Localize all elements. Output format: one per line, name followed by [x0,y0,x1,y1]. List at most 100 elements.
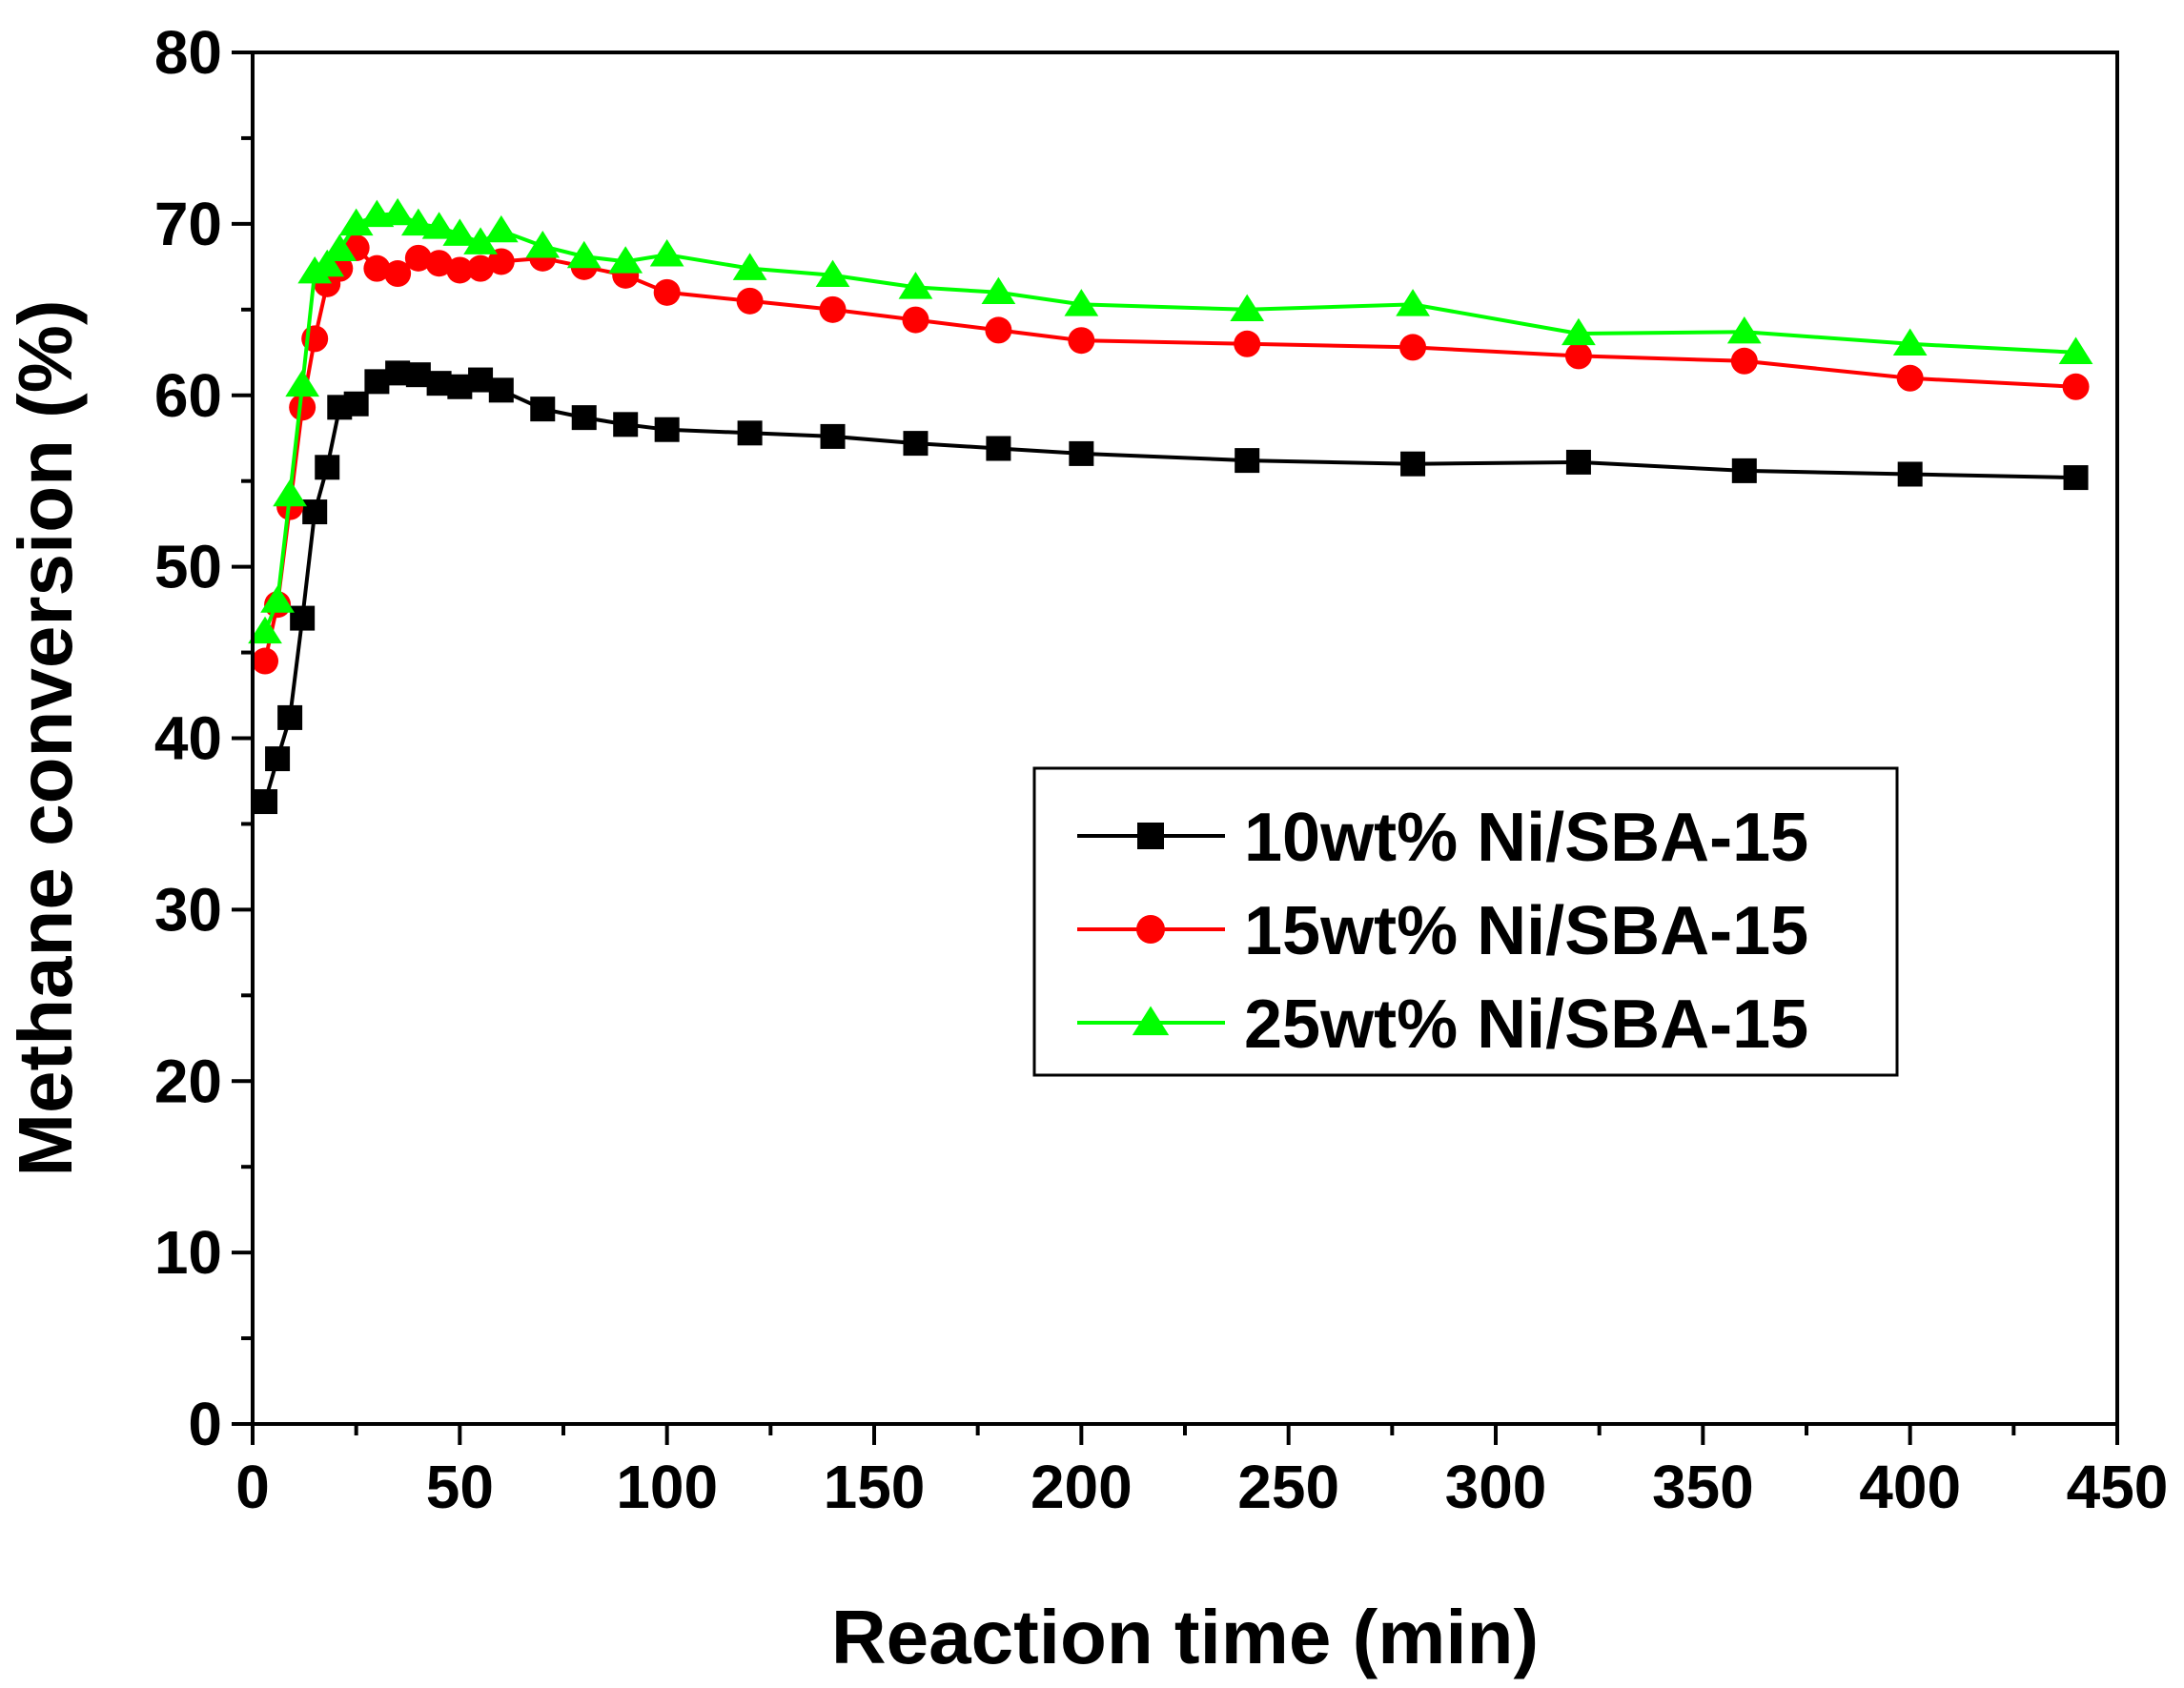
y-tick-label: 70 [154,190,222,258]
data-point-triangle [815,259,850,288]
data-point-triangle [525,231,561,258]
legend-label: 25wt% Ni/SBA-15 [1244,986,1808,1063]
data-point-triangle [1396,289,1430,316]
data-point-circle [467,254,495,282]
data-point-triangle [483,214,519,243]
data-point-triangle [400,208,436,236]
data-point-triangle [421,212,457,239]
x-tick-label: 250 [1237,1453,1339,1521]
y-tick-label: 80 [154,18,222,87]
legend-item-2: 15wt% Ni/SBA-15 [1077,893,1808,969]
x-tick-label: 0 [235,1453,270,1521]
data-point-triangle [1230,294,1265,321]
data-point-square [265,746,291,772]
data-point-square [1731,458,1757,483]
x-tick-label: 100 [616,1453,718,1521]
data-point-square [2063,465,2089,491]
data-point-square [315,455,340,480]
data-point-circle [819,295,847,323]
x-axis-ticks: 0 50 100 150 200 250 300 350 400 450 [235,1424,2168,1521]
data-point-triangle [898,272,933,299]
series-layer [248,197,2093,815]
data-point-circle [404,244,432,272]
data-point-triangle [1064,289,1099,316]
y-tick-label: 30 [154,875,222,944]
plot-area-frame [251,51,2119,1426]
data-point-square [343,391,369,417]
data-point-triangle [338,208,374,236]
legend-item-3: 25wt% Ni/SBA-15 [1077,986,1808,1063]
data-point-circle [1068,327,1095,355]
data-point-triangle [322,234,357,262]
data-point-square [820,423,846,449]
data-point-triangle [310,249,345,277]
data-point-circle [985,316,1012,344]
data-point-square [1897,461,1923,487]
data-point-circle [487,248,515,275]
legend-marker-circle [1136,915,1165,944]
data-point-square [530,397,556,422]
data-point-circle [289,394,316,421]
x-tick-label: 350 [1652,1453,1754,1521]
data-point-square [654,417,680,442]
y-tick-label: 60 [154,361,222,430]
data-point-triangle [273,478,307,507]
y-tick-label: 40 [154,704,222,773]
data-point-circle [902,306,929,334]
legend-item-1: 10wt% Ni/SBA-15 [1077,800,1808,876]
data-point-triangle [1561,317,1596,346]
data-point-square [385,360,411,386]
data-point-triangle [649,239,684,267]
y-tick-label: 20 [154,1047,222,1115]
x-axis-title: Reaction time (min) [831,1595,1539,1679]
legend-marker-triangle [1132,1006,1170,1036]
series-3 [248,197,2093,644]
data-point-circle [1234,330,1261,357]
y-axis-title: Methane conversion (%) [3,299,88,1176]
data-point-circle [446,256,474,284]
data-point-triangle [260,585,295,613]
x-tick-label: 200 [1031,1453,1133,1521]
legend-marker-square [1137,823,1164,849]
data-point-triangle [566,240,602,269]
data-point-square [277,704,303,730]
data-point-square [986,436,1011,461]
data-point-circle [653,278,681,306]
data-point-square [405,362,431,388]
y-tick-label: 0 [188,1390,222,1458]
data-point-square [1565,449,1591,475]
data-point-triangle [732,253,767,280]
data-point-circle [363,254,391,282]
x-tick-label: 300 [1445,1453,1547,1521]
data-point-square [426,371,452,397]
data-point-circle [2062,373,2090,400]
data-point-triangle [285,369,320,397]
data-point-circle [1896,364,1924,392]
data-point-triangle [380,197,416,226]
series-1 [253,360,2089,815]
data-point-square [737,420,763,446]
data-point-square [903,431,929,457]
data-point-triangle [1892,328,1928,356]
data-point-triangle [442,218,478,246]
data-point-circle [1399,334,1427,361]
data-point-square [1069,440,1094,466]
x-tick-label: 400 [1859,1453,1961,1521]
data-point-triangle [1726,315,1762,344]
data-point-triangle [463,227,498,254]
data-point-circle [384,260,412,288]
data-point-square [1400,451,1426,477]
x-tick-label: 150 [824,1453,926,1521]
data-point-square [468,367,494,393]
data-point-circle [425,250,453,277]
x-tick-label: 450 [2067,1453,2169,1521]
x-tick-label: 50 [426,1453,494,1521]
data-point-square [447,374,473,399]
legend-label: 10wt% Ni/SBA-15 [1244,800,1808,876]
y-tick-label: 10 [154,1218,222,1287]
data-point-triangle [2058,336,2093,364]
data-point-square [253,789,278,815]
data-point-square [488,377,514,403]
y-tick-label: 50 [154,533,222,601]
